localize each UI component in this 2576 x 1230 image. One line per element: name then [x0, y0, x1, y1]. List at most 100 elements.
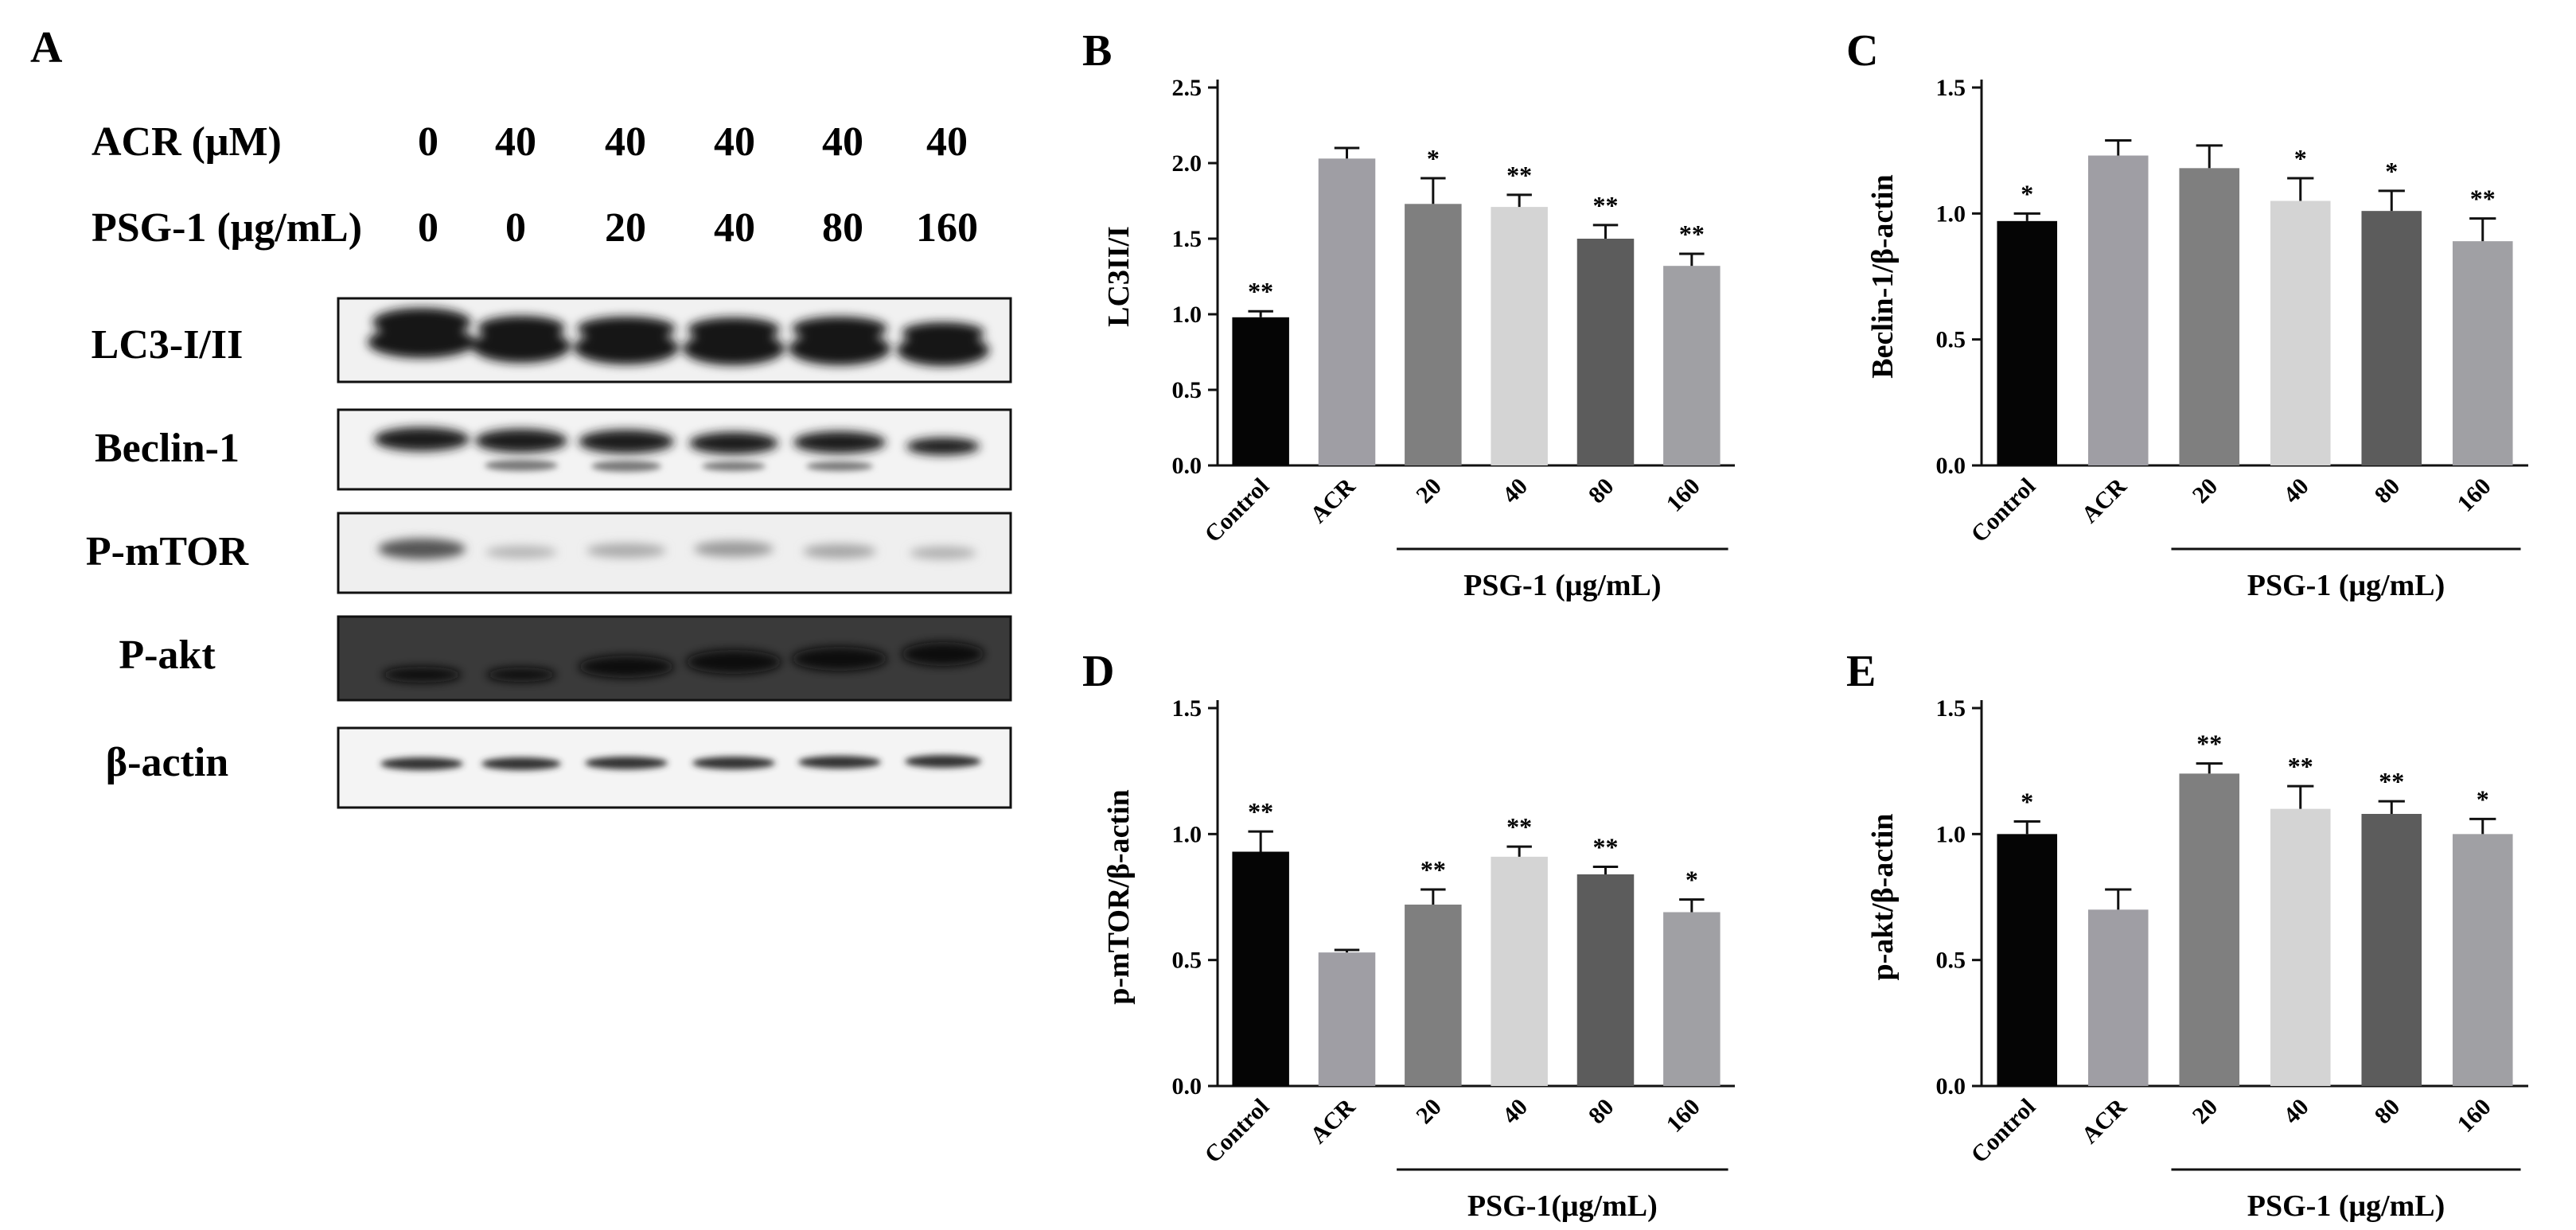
bar-40 [1491, 207, 1548, 465]
y-axis-label: Beclin-1/β-actin [1866, 174, 1900, 378]
x-tick-label: ACR [1305, 1093, 1361, 1149]
blot-pmtor [337, 512, 1012, 594]
acr-value: 40 [926, 119, 968, 165]
bar-20 [2179, 168, 2240, 466]
y-tick-label: 0.0 [1172, 1073, 1202, 1100]
bar-chart-b: B 0.0 0.5 1.0 1.5 2.0 2.5 LC3II/I ** Control ACR * 2… [1082, 26, 1735, 602]
psg-value: 160 [916, 205, 978, 251]
psg-value: 0 [418, 205, 438, 251]
y-tick-label: 1.0 [1936, 200, 1966, 227]
x-tick-label: 160 [2453, 1094, 2496, 1138]
y-axis-label: p-akt/β-actin [1866, 813, 1900, 980]
x-tick-label: 40 [1498, 473, 1534, 509]
y-tick-label: 1.0 [1172, 821, 1202, 847]
y-tick-label: 1.5 [1936, 75, 1966, 101]
bar-160 [1663, 266, 1721, 465]
psg-value: 40 [714, 205, 755, 251]
y-tick-label: 0.0 [1936, 1073, 1966, 1100]
y-tick-label: 0.5 [1172, 948, 1202, 974]
group-label: PSG-1 (μg/mL) [2247, 569, 2445, 602]
western-blot-panel: A ACR (μM) 0 40 40 40 40 40 PSG-1 (μg/mL… [30, 23, 1012, 809]
panel-label-a: A [30, 23, 63, 72]
acr-value: 40 [822, 119, 863, 165]
y-axis-label: LC3II/I [1102, 226, 1136, 327]
y-tick-label: 1.0 [1172, 302, 1202, 328]
acr-value: 40 [495, 119, 536, 165]
panel-label: E [1846, 647, 1876, 696]
significance-marker: ** [1506, 812, 1532, 841]
blot-lc3 [337, 297, 1012, 383]
x-tick-label: 40 [2278, 473, 2314, 509]
bar-acr [2087, 155, 2149, 465]
y-tick-label: 0.5 [1936, 948, 1966, 974]
y-tick-label: 0.5 [1936, 327, 1966, 353]
x-tick-label: 80 [2370, 1094, 2406, 1130]
panel-label: D [1082, 647, 1114, 696]
group-label: PSG-1(μg/mL) [1467, 1189, 1658, 1223]
bar-control [1997, 220, 2058, 465]
bar-control [1232, 317, 1289, 465]
x-tick-label: 160 [1662, 473, 1705, 517]
significance-marker: ** [2379, 767, 2404, 796]
bar-40 [1491, 856, 1548, 1086]
blot-label-bactin: β-actin [106, 740, 229, 785]
x-tick-label: 40 [1498, 1094, 1534, 1130]
bar-20 [1405, 204, 1462, 465]
blot-bactin [337, 726, 1012, 809]
x-tick-label: Control [1199, 473, 1274, 548]
x-tick-label: 160 [2453, 473, 2496, 517]
bar-160 [2452, 241, 2513, 465]
bar-40 [2270, 808, 2331, 1086]
y-axis-label: p-mTOR/β-actin [1102, 789, 1136, 1005]
blot-label-pakt: P-akt [119, 633, 216, 678]
bar-chart-d: D 0.0 0.5 1.0 1.5 p-mTOR/β-actin ** Control ACR *… [1082, 647, 1735, 1223]
bar-chart-e: E 0.0 0.5 1.0 1.5 p-akt/β-actin * Control ACR ** 2… [1846, 647, 2528, 1223]
bar-40 [2270, 200, 2331, 465]
psg-value: 80 [822, 205, 863, 251]
bar-80 [1576, 239, 1635, 465]
acr-value: 0 [418, 119, 438, 165]
y-tick-label: 1.5 [1936, 695, 1966, 722]
significance-marker: ** [1248, 277, 1273, 306]
bar-20 [1405, 905, 1462, 1086]
bar-chart-c: C 0.0 0.5 1.0 1.5 Beclin-1/β-actin * Control ACR… [1846, 26, 2528, 602]
y-tick-label: 0.0 [1936, 453, 1966, 479]
psg-row-values: 0 0 20 40 80 160 [418, 205, 978, 251]
significance-marker: * [1686, 866, 1698, 894]
significance-marker: * [2385, 157, 2398, 185]
x-tick-label: 20 [1411, 473, 1447, 509]
x-tick-label: 80 [1584, 473, 1619, 509]
bar-control [1997, 834, 2058, 1086]
x-tick-label: Control [1966, 1094, 2041, 1169]
blot-beclin1 [337, 408, 1012, 491]
psg-row-label: PSG-1 (μg/mL) [92, 205, 362, 251]
blot-label-pmtor: P-mTOR [86, 529, 250, 574]
y-tick-label: 1.0 [1936, 821, 1966, 847]
significance-marker: ** [1593, 833, 1619, 862]
x-tick-label: 40 [2278, 1094, 2314, 1130]
bar-80 [2361, 211, 2422, 465]
bar-80 [1576, 874, 1635, 1086]
significance-marker: ** [1593, 191, 1619, 220]
bar-80 [2361, 814, 2422, 1086]
bar-20 [2179, 773, 2240, 1086]
group-label: PSG-1 (μg/mL) [2247, 1189, 2445, 1223]
bar-acr [1318, 952, 1376, 1086]
x-tick-label: 20 [2188, 473, 2223, 509]
psg-value: 0 [505, 205, 526, 251]
bar-acr [1318, 158, 1376, 466]
significance-marker: * [2294, 144, 2307, 173]
y-tick-label: 0.5 [1172, 377, 1202, 403]
significance-marker: ** [2196, 730, 2222, 758]
y-tick-label: 1.5 [1172, 695, 1202, 722]
x-tick-label: 160 [1662, 1094, 1705, 1138]
y-tick-label: 2.5 [1172, 75, 1202, 101]
significance-marker: * [2021, 788, 2033, 816]
x-tick-label: ACR [2076, 1093, 2132, 1149]
significance-marker: * [2021, 179, 2033, 208]
panel-label: B [1082, 26, 1112, 76]
x-tick-label: 20 [1411, 1094, 1447, 1130]
significance-marker: ** [1679, 220, 1705, 248]
bar-control [1232, 851, 1289, 1086]
blot-label-lc3: LC3-I/II [92, 322, 244, 368]
